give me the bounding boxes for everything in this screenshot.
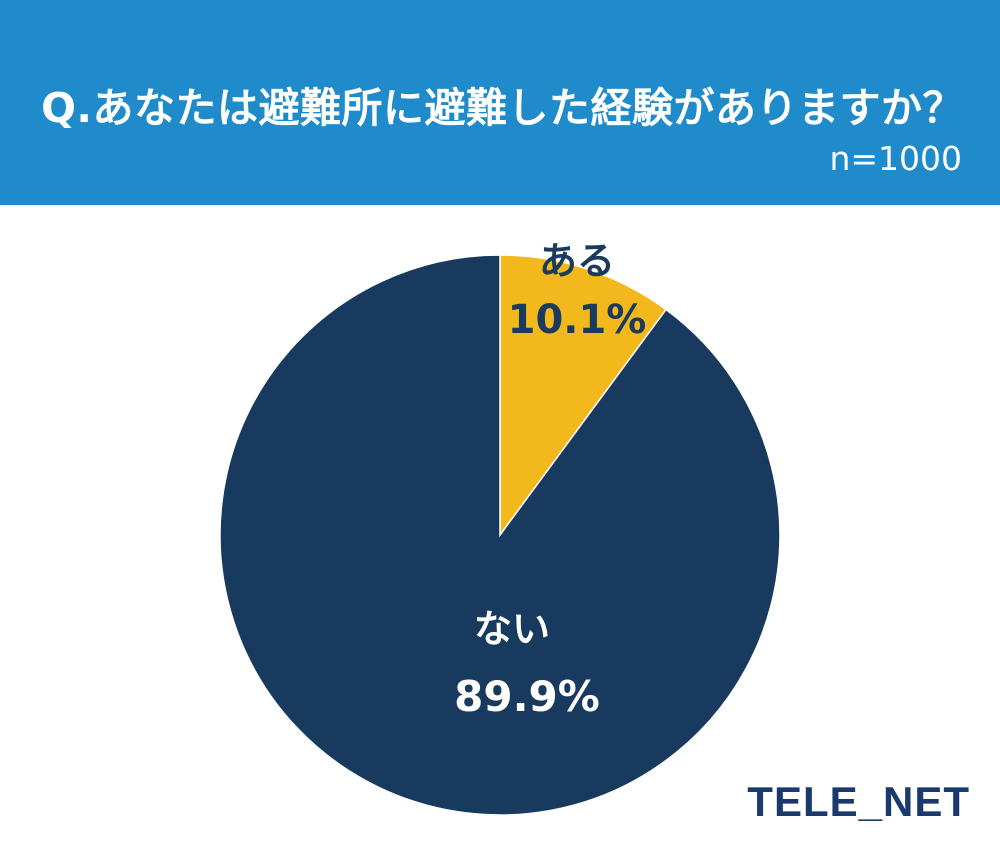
telenet-logo: TELE_NET	[747, 778, 970, 825]
pie-slice-yes	[499, 254, 668, 538]
slice-label-yes: ある	[538, 239, 616, 283]
slice-label-no: ない	[473, 607, 551, 651]
slice-value-yes: 10.1%	[507, 297, 647, 343]
pie-slice-no	[219, 254, 781, 816]
sample-size: n=1000	[829, 139, 962, 178]
header-banner: Q.あなたは避難所に避難した経験がありますか？ n=1000	[0, 0, 1000, 205]
slice-value-no: 89.9%	[454, 672, 600, 721]
question-title: Q.あなたは避難所に避難した経験がありますか？	[41, 84, 964, 132]
